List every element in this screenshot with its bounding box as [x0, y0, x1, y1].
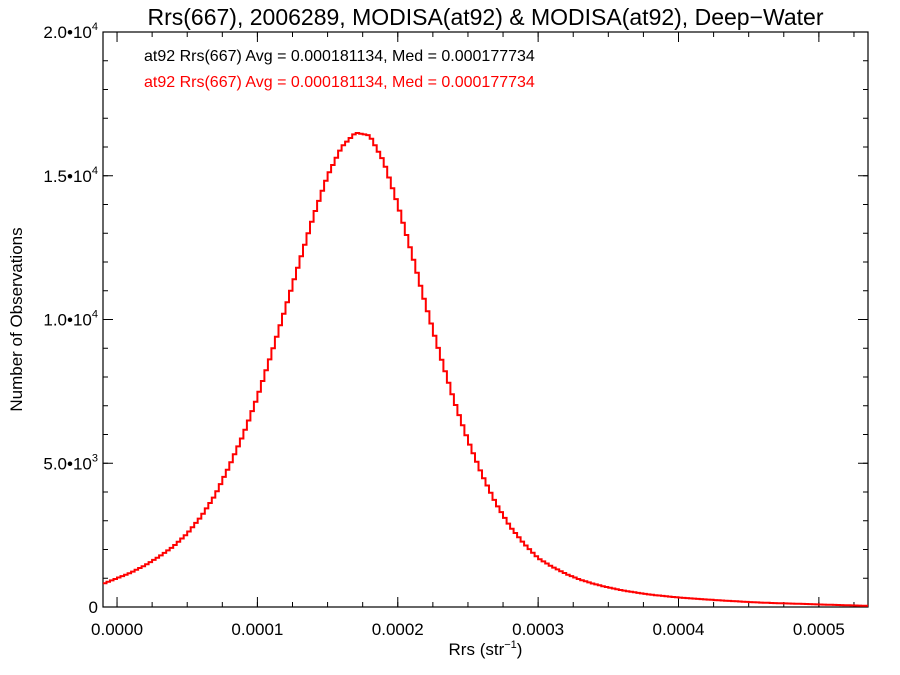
stats-annotation-2: at92 Rrs(667) Avg = 0.000181134, Med = 0…	[144, 74, 535, 91]
x-tick-label: 0.0000	[91, 620, 143, 639]
chart-title: Rrs(667), 2006289, MODISA(at92) & MODISA…	[148, 4, 824, 30]
x-tick-label: 0.0003	[512, 620, 564, 639]
x-tick-label: 0.0002	[372, 620, 424, 639]
x-tick-label: 0.0001	[231, 620, 283, 639]
y-axis-ticks: 0 5.0•103 1.0•104 1.5•104 2.0•104	[43, 21, 868, 617]
histogram-series-0	[103, 132, 868, 607]
plot-frame	[102, 31, 869, 608]
series-layer	[103, 132, 868, 607]
x-axis-ticks: 0.0000 0.0001 0.0002 0.0003 0.0004 0.0005	[91, 32, 855, 639]
x-axis-label: Rrs (str−1)	[449, 639, 523, 659]
y-axis-label: Number of Observations	[7, 227, 26, 411]
y-tick-label: 0	[89, 598, 98, 617]
y-tick-label: 1.5•104	[43, 165, 98, 186]
stats-annotation-1: at92 Rrs(667) Avg = 0.000181134, Med = 0…	[144, 48, 535, 65]
y-tick-label: 2.0•104	[43, 21, 98, 42]
y-tick-label: 1.0•104	[43, 309, 98, 330]
annotations: at92 Rrs(667) Avg = 0.000181134, Med = 0…	[144, 48, 535, 91]
y-tick-label: 5.0•103	[43, 452, 98, 473]
x-tick-label: 0.0005	[793, 620, 845, 639]
x-tick-label: 0.0004	[653, 620, 705, 639]
